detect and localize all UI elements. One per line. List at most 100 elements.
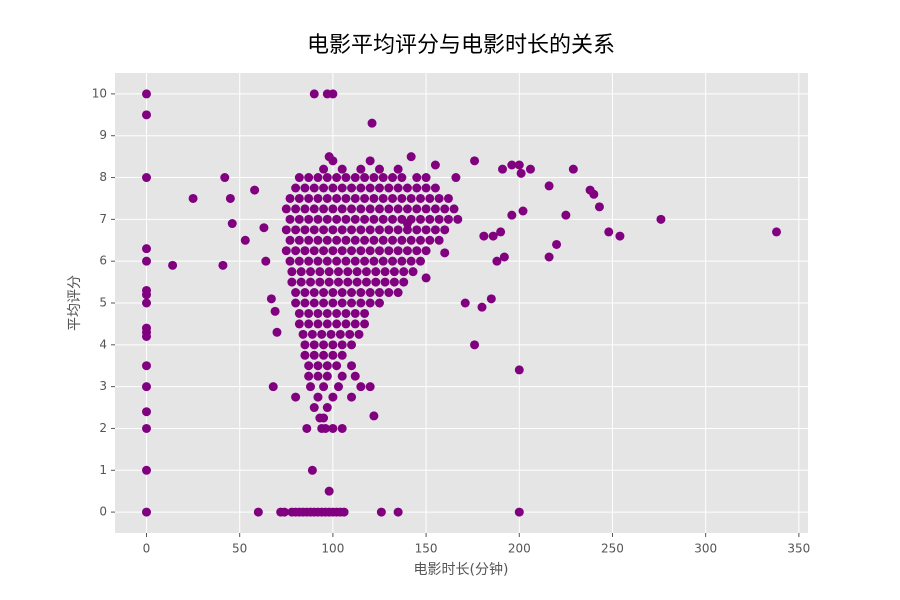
y-tick-label: 6 [99,254,107,268]
point [294,193,304,203]
point [425,235,435,245]
point [304,308,314,318]
point [337,350,347,360]
point [388,173,398,183]
point [354,329,364,339]
x-tick-label: 50 [232,542,247,556]
point [309,403,319,413]
point [324,277,334,287]
point [300,246,310,256]
point [430,225,440,235]
point [142,331,151,341]
point [402,225,412,235]
point [415,256,425,266]
point [291,392,301,402]
point [322,173,332,183]
point [328,298,338,308]
point [488,231,498,241]
point [322,361,332,371]
point [337,164,347,174]
point [369,256,379,266]
point [300,183,310,193]
point [332,214,342,224]
point [393,164,403,174]
point [347,392,357,402]
point [322,308,332,318]
point [296,267,306,277]
point [374,204,384,214]
point [142,507,151,517]
point [430,160,440,170]
point [380,277,390,287]
point [291,225,301,235]
point [361,277,371,287]
point [384,225,394,235]
point [443,214,453,224]
point [240,235,250,245]
point [294,256,304,266]
point [268,382,278,392]
point [328,392,338,402]
point [313,235,323,245]
y-tick-label: 9 [99,128,107,142]
point [393,246,403,256]
point [421,246,431,256]
point [360,193,370,203]
point [365,156,375,166]
point [397,235,407,245]
point [322,256,332,266]
point [296,277,306,287]
point [384,246,394,256]
point [378,256,388,266]
point [347,204,357,214]
point [350,371,360,381]
point [360,173,370,183]
point [374,288,384,298]
point [406,193,416,203]
point [470,340,480,350]
point [430,204,440,214]
y-tick-label: 4 [99,337,107,351]
point [544,181,554,191]
point [378,173,388,183]
point [328,340,338,350]
chart-title: 电影平均评分与电影时长的关系 [307,33,615,58]
point [142,256,151,266]
point [319,350,329,360]
point [388,193,398,203]
point [350,256,360,266]
point [380,267,390,277]
point [291,183,301,193]
point [479,231,489,241]
point [250,185,260,195]
point [142,407,151,417]
point [324,267,334,277]
point [291,288,301,298]
point [337,183,347,193]
point [374,298,384,308]
point [298,329,308,339]
point [307,329,317,339]
point [304,214,314,224]
point [568,164,578,174]
point [443,193,453,203]
point [356,246,366,256]
x-tick-label: 350 [787,542,810,556]
point [514,160,524,170]
point [300,350,310,360]
point [142,382,151,392]
point [514,365,524,375]
point [142,290,151,300]
point [300,204,310,214]
point [425,214,435,224]
point [188,193,198,203]
point [347,246,357,256]
y-tick-label: 3 [99,379,107,393]
point [356,288,366,298]
x-tick-label: 150 [415,542,438,556]
point [304,173,314,183]
point [319,183,329,193]
point [360,214,370,224]
point [415,214,425,224]
